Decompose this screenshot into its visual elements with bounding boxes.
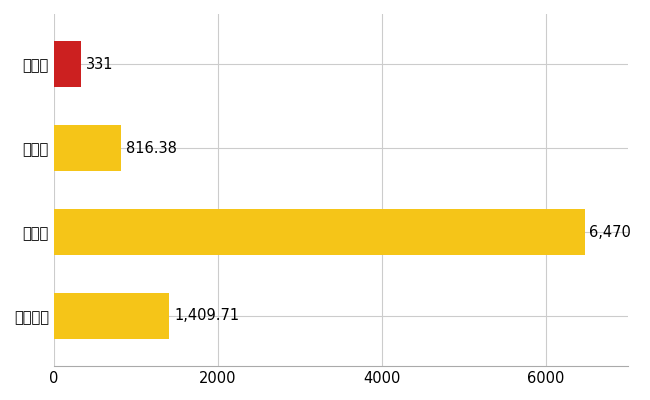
Bar [54, 125, 121, 171]
Bar [54, 41, 81, 87]
Text: 816.38: 816.38 [125, 141, 177, 156]
Text: 6,470: 6,470 [590, 224, 631, 240]
Text: 331: 331 [86, 57, 113, 72]
Bar [54, 209, 584, 255]
Text: 1,409.71: 1,409.71 [174, 308, 239, 324]
Bar [54, 293, 170, 339]
